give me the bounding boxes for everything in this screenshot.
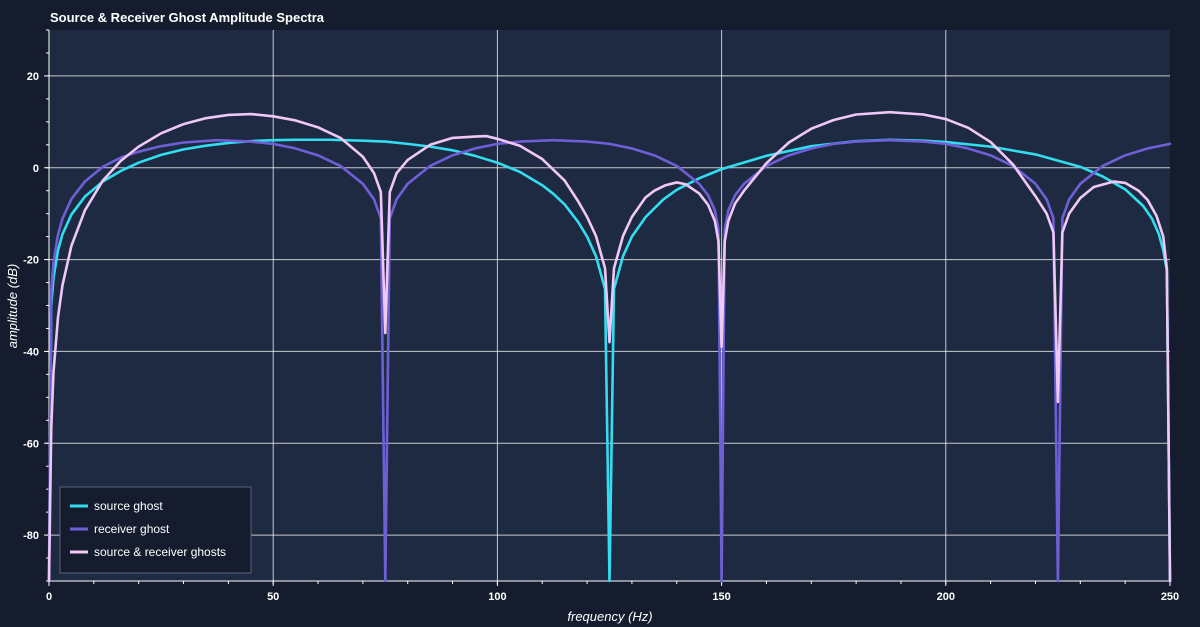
y-tick-label: -60 xyxy=(23,438,39,450)
x-tick-label: 0 xyxy=(46,591,52,603)
series-lines xyxy=(47,110,1172,583)
y-tick-label: -80 xyxy=(23,530,39,542)
x-tick-label: 250 xyxy=(1161,591,1179,603)
y-axis-label: amplitude (dB) xyxy=(5,264,20,349)
x-tick-label: 50 xyxy=(267,591,279,603)
grid-lines xyxy=(49,30,1170,581)
legend-box xyxy=(59,486,252,574)
y-tick-label: 0 xyxy=(33,163,39,175)
chart-title: Source & Receiver Ghost Amplitude Spectr… xyxy=(50,10,325,25)
y-tick-label: 20 xyxy=(27,71,39,83)
x-axis-label: frequency (Hz) xyxy=(567,609,652,624)
x-tick-label: 150 xyxy=(712,591,730,603)
x-tick-label: 200 xyxy=(937,591,955,603)
y-tick-label: -40 xyxy=(23,346,39,358)
x-tick-label: 100 xyxy=(488,591,506,603)
series-line-2 xyxy=(47,110,1172,583)
legend-entry-label: source & receiver ghosts xyxy=(94,545,226,559)
series-line-0 xyxy=(47,138,1172,583)
legend: source ghost receiver ghost source & recei… xyxy=(59,486,252,574)
legend-entry-label: receiver ghost xyxy=(94,522,170,536)
legend-entry-label: source ghost xyxy=(94,499,163,513)
y-tick-label: -20 xyxy=(23,255,39,267)
